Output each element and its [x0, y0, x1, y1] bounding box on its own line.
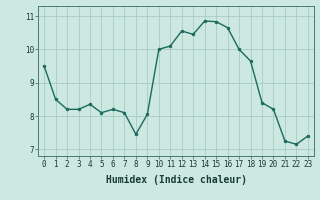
- X-axis label: Humidex (Indice chaleur): Humidex (Indice chaleur): [106, 175, 246, 185]
